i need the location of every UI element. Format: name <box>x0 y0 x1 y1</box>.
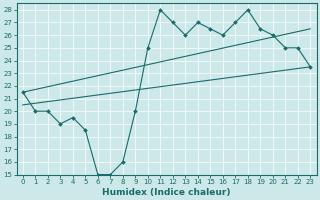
X-axis label: Humidex (Indice chaleur): Humidex (Indice chaleur) <box>102 188 231 197</box>
